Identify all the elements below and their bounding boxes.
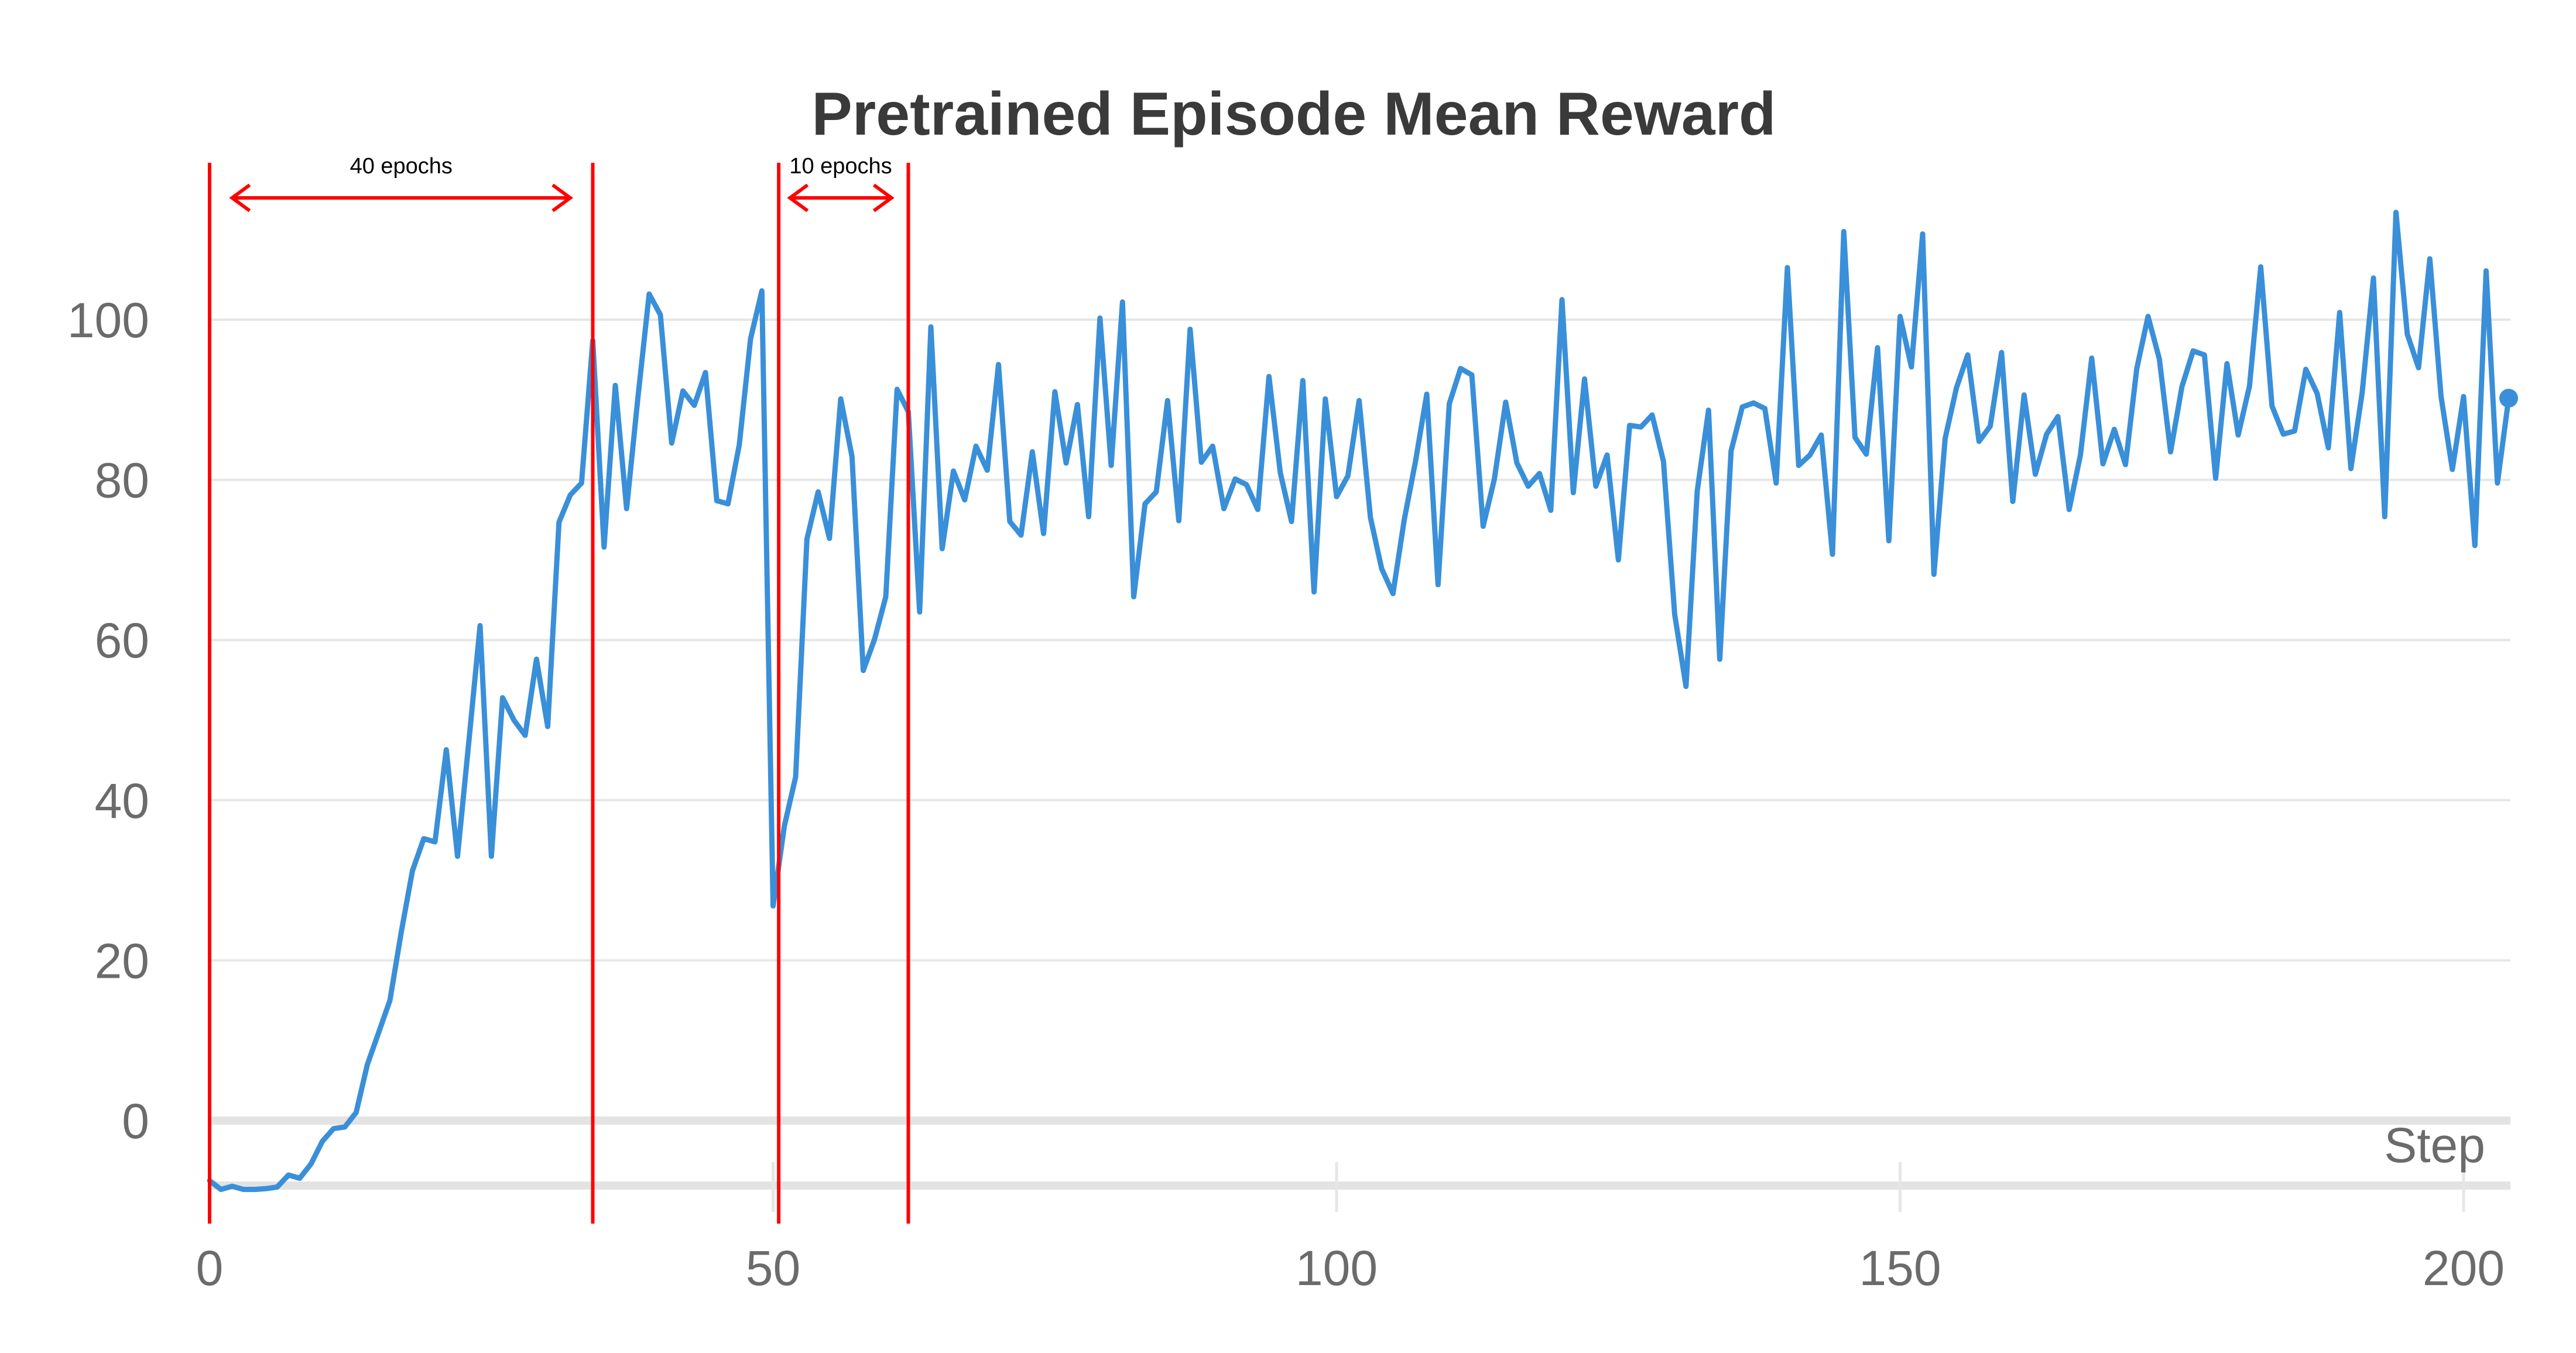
epoch-span-label: 10 epochs xyxy=(789,154,892,179)
x-tick-label: 150 xyxy=(1859,1241,1941,1296)
arrow-head-left xyxy=(229,183,251,213)
y-tick-label: 40 xyxy=(95,773,149,828)
chart-title: Pretrained Episode Mean Reward xyxy=(811,80,1776,148)
y-tick-label: 20 xyxy=(95,933,149,988)
x-tick-label: 0 xyxy=(196,1241,224,1296)
arrow-head-right xyxy=(872,183,895,213)
x-axis-label: Step xyxy=(2384,1118,2485,1173)
arrow-head-right xyxy=(551,183,574,213)
grid-layer xyxy=(210,318,2510,1190)
x-tick-label: 100 xyxy=(1296,1241,1378,1296)
y-tick-label: 100 xyxy=(67,293,149,348)
annotation-layer: 40 epochs 10 epochs xyxy=(208,154,910,1224)
series-line xyxy=(207,210,2512,1193)
axis-layer: 0 20 40 60 80 100 0 50 100 150 200 xyxy=(67,293,2505,1296)
y-tick-label: 80 xyxy=(95,453,149,508)
arrow-head-left xyxy=(787,183,809,213)
epoch-span-label: 40 epochs xyxy=(350,154,453,179)
x-tick-label: 50 xyxy=(746,1241,800,1296)
series-end-point xyxy=(2499,389,2518,408)
y-tick-label: 0 xyxy=(122,1094,149,1149)
series-layer xyxy=(207,210,2518,1193)
x-tick-label: 200 xyxy=(2423,1241,2505,1296)
y-tick-label: 60 xyxy=(95,613,149,668)
